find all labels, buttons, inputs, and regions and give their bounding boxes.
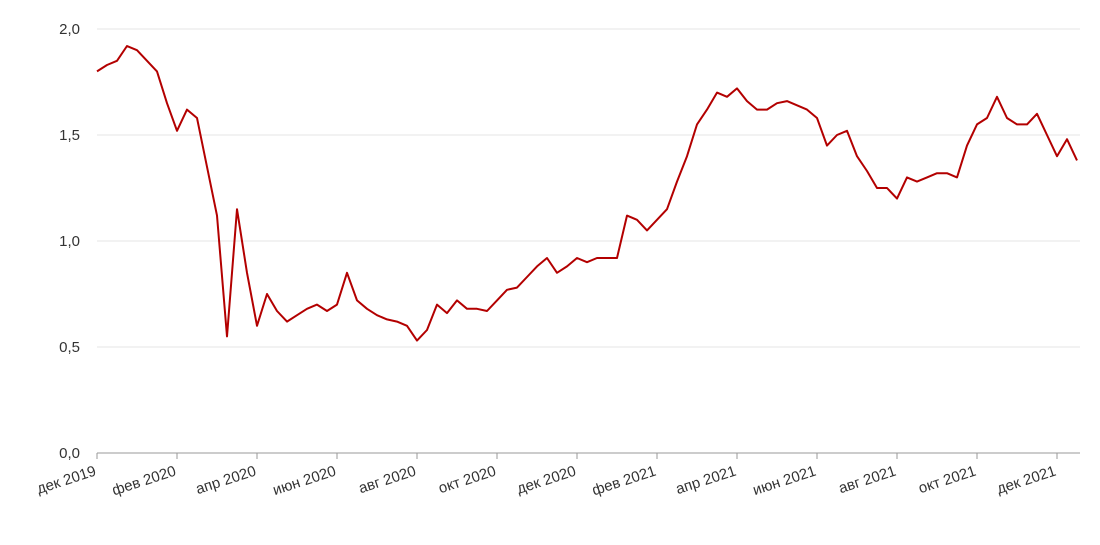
x-tick-label: фев 2021 xyxy=(590,463,658,500)
y-tick-label: 1,0 xyxy=(59,233,80,250)
y-tick-label: 2,0 xyxy=(59,21,80,38)
x-tick-label: июн 2021 xyxy=(751,463,819,499)
x-tick-label: апр 2020 xyxy=(194,463,259,498)
x-tick-label: авг 2021 xyxy=(837,463,899,498)
x-tick-label: фев 2020 xyxy=(110,463,178,500)
y-tick-label: 0,5 xyxy=(59,339,80,356)
x-tick-label: окт 2020 xyxy=(436,463,498,498)
x-tick-label: июн 2020 xyxy=(271,463,339,499)
x-tick-label: авг 2020 xyxy=(357,463,419,498)
x-tick-label: дек 2019 xyxy=(35,463,98,498)
y-tick-label: 0,0 xyxy=(59,445,80,462)
y-tick-label: 1,5 xyxy=(59,127,80,144)
x-tick-label: окт 2021 xyxy=(916,463,978,498)
x-tick-label: дек 2020 xyxy=(515,463,578,498)
line xyxy=(96,45,1078,342)
x-tick-label: дек 2021 xyxy=(995,463,1058,498)
x-tick-label: апр 2021 xyxy=(674,463,739,498)
